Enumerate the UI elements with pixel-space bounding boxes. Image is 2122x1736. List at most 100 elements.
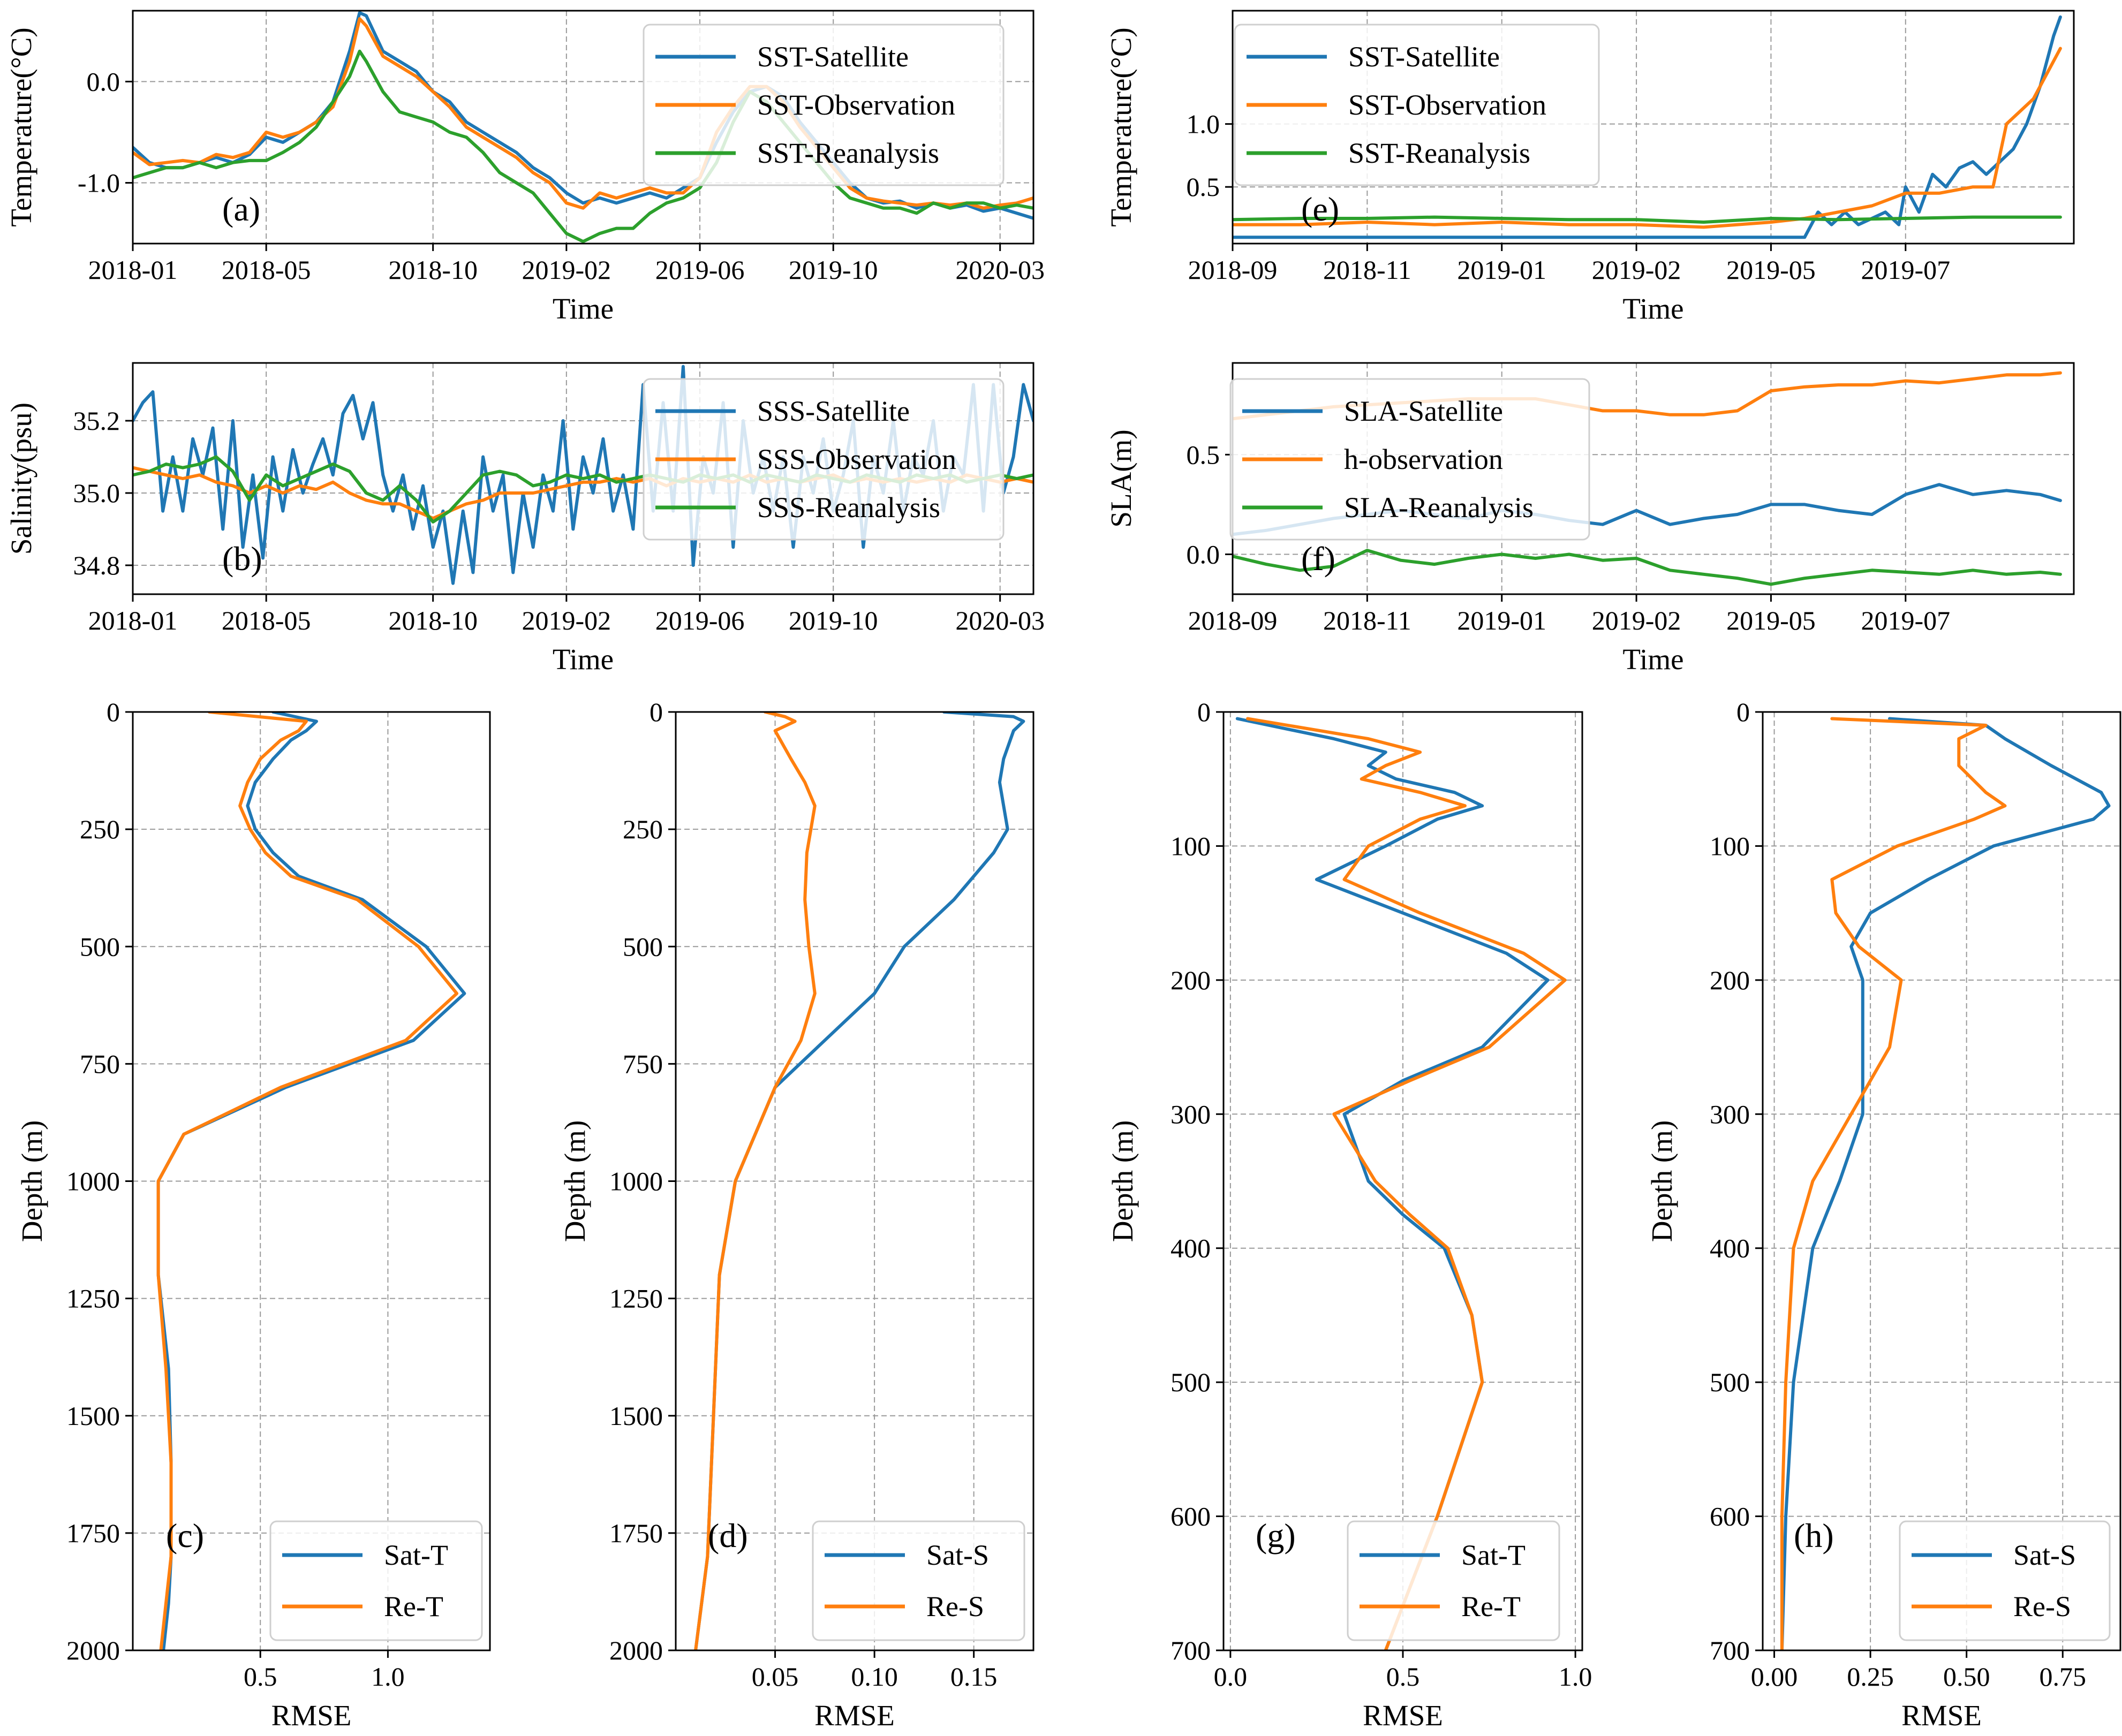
x-axis-label: Time: [553, 643, 614, 676]
panel-tag: (f): [1301, 540, 1335, 578]
x-tick-label: 0.00: [1751, 1662, 1798, 1692]
legend: SST-Satellite SST-Observation SST-Reanalys…: [643, 24, 1005, 186]
x-tick-label: 0.5: [244, 1662, 277, 1692]
panel-a: 2018-01 2018-05 2018-10 2019-02 2019-06 2019-…: [5, 10, 1045, 325]
y-tick-label: 34.8: [73, 550, 120, 580]
legend-label: SLA-Satellite: [1344, 395, 1503, 427]
x-tick-label: 2019-01: [1457, 605, 1546, 635]
y-tick-label: 0: [1197, 697, 1211, 727]
series-line-sst-reanalysis: [1233, 215, 2062, 224]
series-line-sla-reanalysis: [1233, 549, 2062, 586]
y-tick-label: 1750: [609, 1518, 663, 1548]
x-tick-label: 1.0: [371, 1662, 405, 1692]
x-tick-label: 2018-05: [222, 255, 311, 285]
y-tick-label: 0: [650, 697, 663, 727]
y-axis-label: Temperature(°C): [1105, 27, 1137, 226]
legend-label: Re-T: [384, 1590, 443, 1623]
series-line-sst-observation: [133, 17, 1033, 210]
y-axis-label: Depth (m): [16, 1120, 48, 1242]
y-tick-label: 1000: [66, 1166, 120, 1196]
panel-tag: (h): [1794, 1517, 1834, 1555]
x-tick-label: 0.75: [2040, 1662, 2087, 1692]
panel-b: 2018-01 2018-05 2018-10 2019-02 2019-06 2019-…: [5, 362, 1045, 676]
panel-c: 0.5 1.0 0 250 500 750 1000 1250 1500 1750 2000 RMSE…: [16, 697, 491, 1732]
legend-label: SST-Observation: [1348, 89, 1546, 121]
x-tick-label: 2018-09: [1188, 255, 1278, 285]
series-line-sst-observation: [1233, 47, 2062, 229]
y-tick-label: 500: [623, 931, 663, 961]
series-line-sst-reanalysis: [133, 49, 1033, 244]
legend-label: SSS-Observation: [757, 443, 956, 475]
legend-label: SST-Observation: [757, 89, 955, 121]
x-tick-label: 2019-07: [1861, 605, 1950, 635]
legend-label: Sat-S: [926, 1539, 989, 1571]
panel-tag: (b): [222, 540, 262, 578]
y-tick-label: 500: [1710, 1367, 1750, 1397]
legend-label: SST-Satellite: [1348, 41, 1500, 73]
series-line-re-t: [1246, 717, 1567, 1650]
y-tick-label: 100: [1710, 831, 1750, 861]
panel-tag: (a): [222, 190, 260, 228]
panel-tag: (e): [1301, 190, 1339, 228]
panel-tag: (d): [708, 1517, 748, 1555]
legend: SST-Satellite SST-Observation SST-Reanalys…: [1234, 24, 1600, 186]
x-axis-label: Time: [1622, 643, 1683, 676]
y-tick-label: 200: [1171, 965, 1211, 995]
y-tick-label: 0.0: [1187, 540, 1220, 570]
series-line-sat-t: [156, 712, 466, 1650]
legend-box: [269, 1520, 483, 1641]
legend-label: Re-T: [1461, 1590, 1521, 1623]
x-tick-label: 2019-02: [522, 255, 611, 285]
x-tick-label: 2019-02: [522, 605, 611, 635]
legend: Sat-T Re-T: [1347, 1520, 1560, 1641]
legend-box: [812, 1520, 1025, 1641]
y-tick-label: 400: [1171, 1233, 1211, 1263]
panel-h: 0.00 0.25 0.50 0.75 0 100 200 300 400 500 600 700 RM…: [1645, 697, 2121, 1732]
y-tick-label: 1250: [609, 1284, 663, 1314]
legend-box: [643, 24, 1005, 186]
legend-label: SLA-Reanalysis: [1344, 491, 1534, 524]
x-tick-label: 0.0: [1214, 1662, 1248, 1692]
legend: SSS-Satellite SSS-Observation SSS-Reanalys…: [643, 378, 1005, 541]
panel-g: 0.0 0.5 1.0 0 100 200 300 400 500 600 700 RMSE Depth…: [1106, 697, 1592, 1732]
x-tick-label: 2018-01: [88, 605, 178, 635]
panel-e: 2018-09 2018-11 2019-01 2019-02 2019-05 2019-…: [1105, 10, 2075, 325]
y-tick-label: 400: [1710, 1233, 1750, 1263]
legend-label: h-observation: [1344, 443, 1503, 475]
legend: SLA-Satellite h-observation SLA-Reanalysis: [1229, 378, 1590, 541]
y-axis-label: Depth (m): [1645, 1120, 1678, 1242]
y-tick-label: 1750: [66, 1518, 120, 1548]
y-tick-label: 500: [1171, 1367, 1211, 1397]
y-tick-label: 1000: [609, 1166, 663, 1196]
y-tick-label: 0.5: [1187, 439, 1220, 469]
x-tick-label: 2018-10: [388, 605, 478, 635]
legend-label: Re-S: [2013, 1590, 2071, 1623]
x-axis-label: RMSE: [1901, 1699, 1982, 1732]
y-axis-label: Depth (m): [1106, 1120, 1139, 1242]
x-tick-label: 0.15: [950, 1662, 998, 1692]
legend-label: Sat-T: [384, 1539, 448, 1571]
legend: Sat-T Re-T: [269, 1520, 483, 1641]
y-tick-label: 0: [107, 697, 120, 727]
x-tick-label: 0.05: [752, 1662, 799, 1692]
x-axis-label: Time: [1622, 292, 1683, 325]
x-tick-label: 2018-05: [222, 605, 311, 635]
y-axis-label: Temperature(°C): [5, 27, 37, 226]
y-tick-label: 600: [1710, 1502, 1750, 1532]
y-axis-label: Depth (m): [558, 1120, 591, 1242]
legend-label: Re-S: [926, 1590, 984, 1623]
legend-label: Sat-S: [2013, 1539, 2076, 1571]
plot-frame: [1232, 10, 2075, 245]
y-tick-label: 1500: [66, 1401, 120, 1431]
y-tick-label: 200: [1710, 965, 1750, 995]
y-tick-label: 2000: [66, 1635, 120, 1665]
plot-frame: [1762, 711, 2121, 1651]
legend-box: [1229, 378, 1590, 541]
y-tick-label: 300: [1710, 1099, 1750, 1129]
y-tick-label: 0.0: [87, 66, 120, 96]
legend-label: SSS-Reanalysis: [757, 491, 940, 524]
y-tick-label: 2000: [609, 1635, 663, 1665]
x-axis-label: Time: [553, 292, 614, 325]
x-axis-label: RMSE: [814, 1699, 895, 1732]
